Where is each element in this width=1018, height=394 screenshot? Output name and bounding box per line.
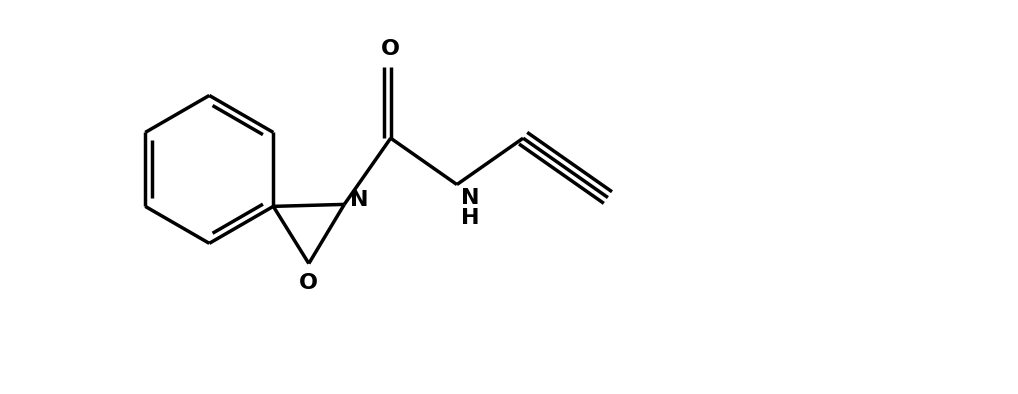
Text: N
H: N H <box>461 188 479 228</box>
Text: O: O <box>299 273 319 294</box>
Text: O: O <box>381 39 400 59</box>
Text: N: N <box>350 190 369 210</box>
